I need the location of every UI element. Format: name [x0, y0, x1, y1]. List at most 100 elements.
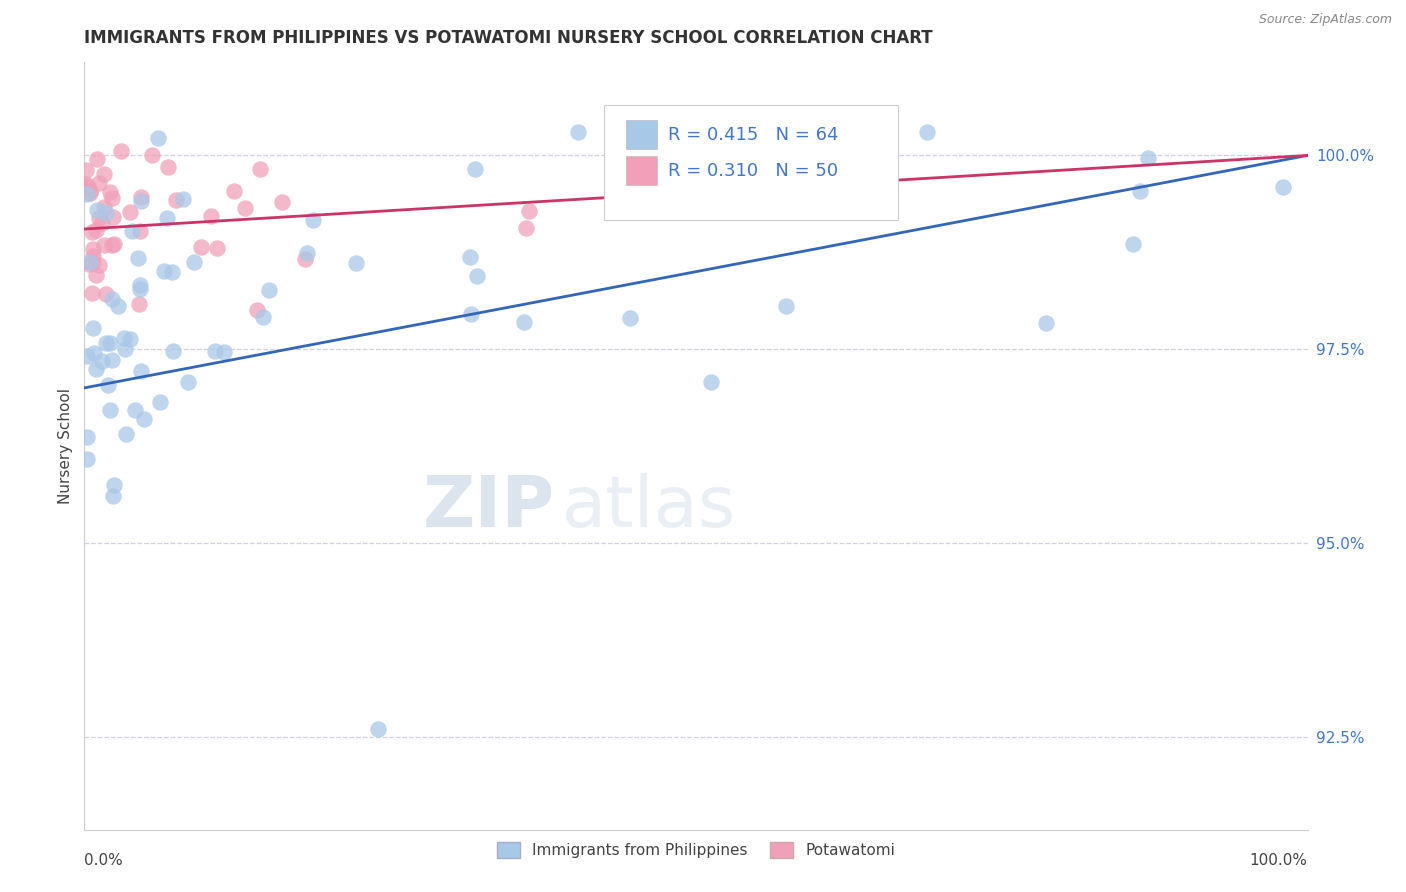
Point [124, 402, 146, 417]
Text: ZIP: ZIP [423, 473, 555, 541]
Point [101, 238, 124, 252]
Point [156, 211, 179, 225]
Point [200, 210, 222, 224]
Point [82, 320, 104, 334]
Y-axis label: Nursery School: Nursery School [58, 388, 73, 504]
Point [214, 344, 236, 359]
Point [602, 165, 624, 179]
Point [94, 336, 117, 351]
Point [172, 192, 194, 206]
Point [1129, 184, 1152, 198]
Point [157, 161, 180, 175]
Point [83, 346, 105, 360]
Point [80, 225, 103, 239]
Point [79, 186, 101, 200]
Point [233, 201, 256, 215]
Point [131, 190, 153, 204]
Point [515, 220, 537, 235]
Point [93, 238, 115, 252]
Point [204, 343, 226, 358]
Point [82, 242, 104, 256]
Text: IMMIGRANTS FROM PHILIPPINES VS POTAWATOMI NURSERY SCHOOL CORRELATION CHART: IMMIGRANTS FROM PHILIPPINES VS POTAWATOM… [84, 29, 934, 47]
Point [100, 293, 122, 307]
Point [162, 264, 184, 278]
Point [131, 194, 153, 209]
Point [76, 451, 98, 466]
Text: R = 0.415   N = 64: R = 0.415 N = 64 [668, 126, 838, 144]
Point [252, 310, 274, 324]
Point [96, 378, 118, 392]
Point [302, 213, 325, 227]
Point [344, 256, 367, 270]
Point [121, 224, 143, 238]
Point [100, 191, 122, 205]
Point [148, 394, 170, 409]
Point [295, 246, 318, 260]
Point [146, 130, 169, 145]
Point [512, 315, 534, 329]
Point [1122, 237, 1144, 252]
Point [367, 722, 389, 736]
Point [666, 195, 689, 210]
Point [98, 185, 121, 199]
Point [96, 206, 118, 220]
Point [129, 281, 152, 295]
Point [75, 179, 97, 194]
Point [271, 194, 294, 209]
Point [460, 307, 482, 321]
Text: Source: ZipAtlas.com: Source: ZipAtlas.com [1258, 13, 1392, 27]
Point [87, 176, 110, 190]
Point [79, 184, 101, 198]
Point [82, 255, 104, 269]
Point [128, 224, 150, 238]
Point [91, 354, 114, 368]
Text: atlas: atlas [561, 473, 735, 541]
Point [76, 186, 98, 201]
Point [75, 177, 97, 191]
Point [75, 163, 97, 178]
Point [114, 343, 136, 357]
Point [915, 125, 938, 139]
Point [129, 364, 152, 378]
Point [110, 144, 132, 158]
Point [205, 241, 228, 255]
Legend: Immigrants from Philippines, Potawatomi: Immigrants from Philippines, Potawatomi [491, 836, 901, 864]
Point [128, 296, 150, 310]
Text: R = 0.310   N = 50: R = 0.310 N = 50 [668, 161, 838, 179]
Point [800, 200, 823, 214]
Text: 0.0%: 0.0% [84, 853, 124, 868]
Point [89, 258, 111, 272]
Point [86, 223, 108, 237]
Point [165, 194, 187, 208]
Point [120, 332, 142, 346]
Point [87, 211, 110, 226]
Point [103, 211, 125, 225]
Point [222, 184, 245, 198]
Point [141, 147, 163, 161]
Point [79, 254, 101, 268]
Point [458, 250, 481, 264]
Point [77, 257, 100, 271]
Point [86, 152, 108, 166]
Point [98, 336, 121, 351]
Point [120, 205, 142, 219]
Point [98, 403, 121, 417]
Point [76, 180, 98, 194]
Point [101, 489, 124, 503]
Point [1136, 151, 1159, 165]
Point [567, 125, 589, 139]
Point [775, 299, 797, 313]
FancyBboxPatch shape [626, 120, 657, 149]
Point [127, 251, 149, 265]
Point [152, 264, 174, 278]
Point [96, 286, 118, 301]
FancyBboxPatch shape [626, 156, 657, 186]
Point [257, 283, 280, 297]
Point [700, 375, 723, 389]
Point [101, 352, 124, 367]
Point [84, 362, 107, 376]
Point [115, 426, 138, 441]
Point [190, 240, 212, 254]
Point [103, 477, 125, 491]
Point [294, 252, 316, 266]
